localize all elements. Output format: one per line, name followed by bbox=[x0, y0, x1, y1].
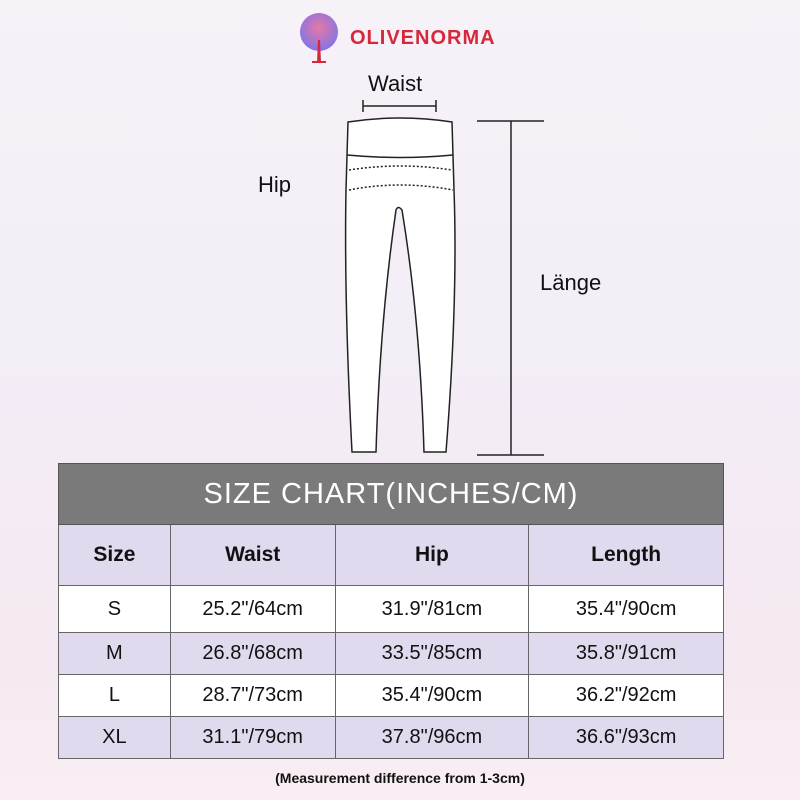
tree-logo-icon bbox=[300, 13, 338, 63]
cell-hip: 31.9"/81cm bbox=[334, 585, 530, 633]
table-row: S 25.2"/64cm 31.9"/81cm 35.4"/90cm bbox=[58, 585, 724, 633]
cell-hip: 33.5"/85cm bbox=[334, 632, 530, 675]
cell-length: 36.2"/92cm bbox=[528, 674, 724, 717]
cell-waist: 26.8"/68cm bbox=[169, 632, 336, 675]
waist-measure-line bbox=[362, 100, 437, 112]
hip-label: Hip bbox=[258, 172, 292, 197]
cell-waist: 25.2"/64cm bbox=[169, 585, 336, 633]
length-label: Länge bbox=[540, 270, 602, 295]
measurement-note: (Measurement difference from 1-3cm) bbox=[275, 770, 525, 786]
length-measure-line bbox=[477, 120, 544, 456]
table-row: XL 31.1"/79cm 37.8"/96cm 36.6"/93cm bbox=[58, 716, 724, 759]
cell-size: L bbox=[58, 674, 171, 717]
table-row: M 26.8"/68cm 33.5"/85cm 35.8"/91cm bbox=[58, 632, 724, 675]
size-chart-table: SIZE CHART(INCHES/CM) Size Waist Hip Len… bbox=[58, 463, 724, 759]
leggings-diagram bbox=[344, 100, 544, 456]
brand-logo: OLIVENORMA bbox=[296, 10, 496, 66]
header-size: Size bbox=[58, 524, 171, 586]
cell-waist: 28.7"/73cm bbox=[169, 674, 336, 717]
cell-length: 35.4"/90cm bbox=[528, 585, 724, 633]
cell-length: 36.6"/93cm bbox=[528, 716, 724, 759]
cell-hip: 37.8"/96cm bbox=[334, 716, 530, 759]
cell-size: M bbox=[58, 632, 171, 675]
header-hip: Hip bbox=[334, 524, 530, 586]
cell-length: 35.8"/91cm bbox=[528, 632, 724, 675]
waist-label: Waist bbox=[368, 71, 423, 96]
size-chart-title: SIZE CHART(INCHES/CM) bbox=[58, 463, 724, 525]
header-length: Length bbox=[528, 524, 724, 586]
brand-name: OLIVENORMA bbox=[350, 26, 496, 49]
cell-size: XL bbox=[58, 716, 171, 759]
header-row: Size Waist Hip Length bbox=[58, 524, 724, 586]
header-waist: Waist bbox=[169, 524, 336, 586]
cell-size: S bbox=[58, 585, 171, 633]
cell-waist: 31.1"/79cm bbox=[169, 716, 336, 759]
cell-hip: 35.4"/90cm bbox=[334, 674, 530, 717]
table-row: L 28.7"/73cm 35.4"/90cm 36.2"/92cm bbox=[58, 674, 724, 717]
